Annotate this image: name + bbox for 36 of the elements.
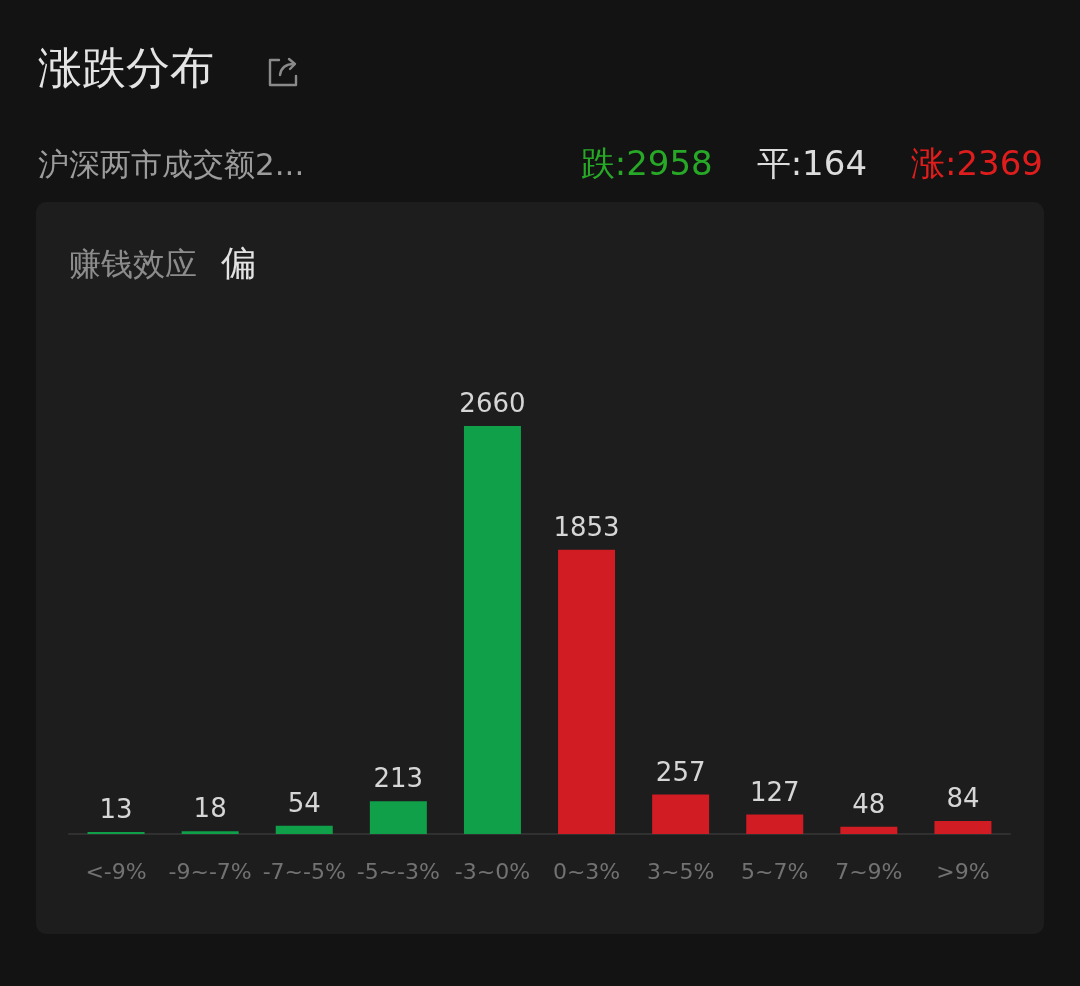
x-tick-label: >9%	[936, 858, 990, 884]
bar	[369, 801, 427, 834]
chart-title: 涨跌分布	[38, 41, 214, 95]
bar	[558, 549, 616, 834]
data-label: 2660	[459, 388, 526, 418]
bar	[181, 831, 239, 834]
data-label: 213	[373, 763, 424, 794]
data-label: 18	[193, 793, 227, 824]
x-tick-label: <-9%	[85, 858, 147, 884]
data-label: 127	[749, 776, 800, 807]
text: 涨:2369	[911, 142, 1043, 185]
data-label: 1853	[553, 511, 620, 542]
bar	[934, 821, 992, 834]
data-label: 257	[655, 756, 706, 787]
data-label: 48	[852, 788, 886, 819]
text: 跌:2958	[580, 142, 713, 185]
x-tick-label: 3~5%	[646, 858, 715, 884]
bar	[275, 825, 333, 834]
x-tick-label: 7~9%	[835, 858, 903, 884]
text: 平:164	[756, 142, 868, 185]
x-tick-label: 0~3%	[552, 858, 621, 884]
data-label: 54	[287, 787, 321, 818]
chart-subtitle: 沪深两市成交额2...	[38, 145, 305, 184]
data-label: 84	[946, 783, 980, 814]
bar	[746, 814, 804, 834]
text: 赚钱效应	[69, 244, 197, 285]
data-label: 13	[99, 794, 133, 825]
bar	[840, 826, 898, 834]
x-tick-label: 5~7%	[741, 858, 809, 884]
x-tick-label: -9~-7%	[168, 858, 252, 884]
x-tick-label: -5~-3%	[356, 858, 440, 884]
bar	[463, 426, 521, 834]
x-tick-label: -3~0%	[454, 858, 531, 884]
bar	[652, 794, 710, 834]
x-tick-label: -7~-5%	[262, 858, 346, 884]
text: 偏	[221, 242, 256, 285]
